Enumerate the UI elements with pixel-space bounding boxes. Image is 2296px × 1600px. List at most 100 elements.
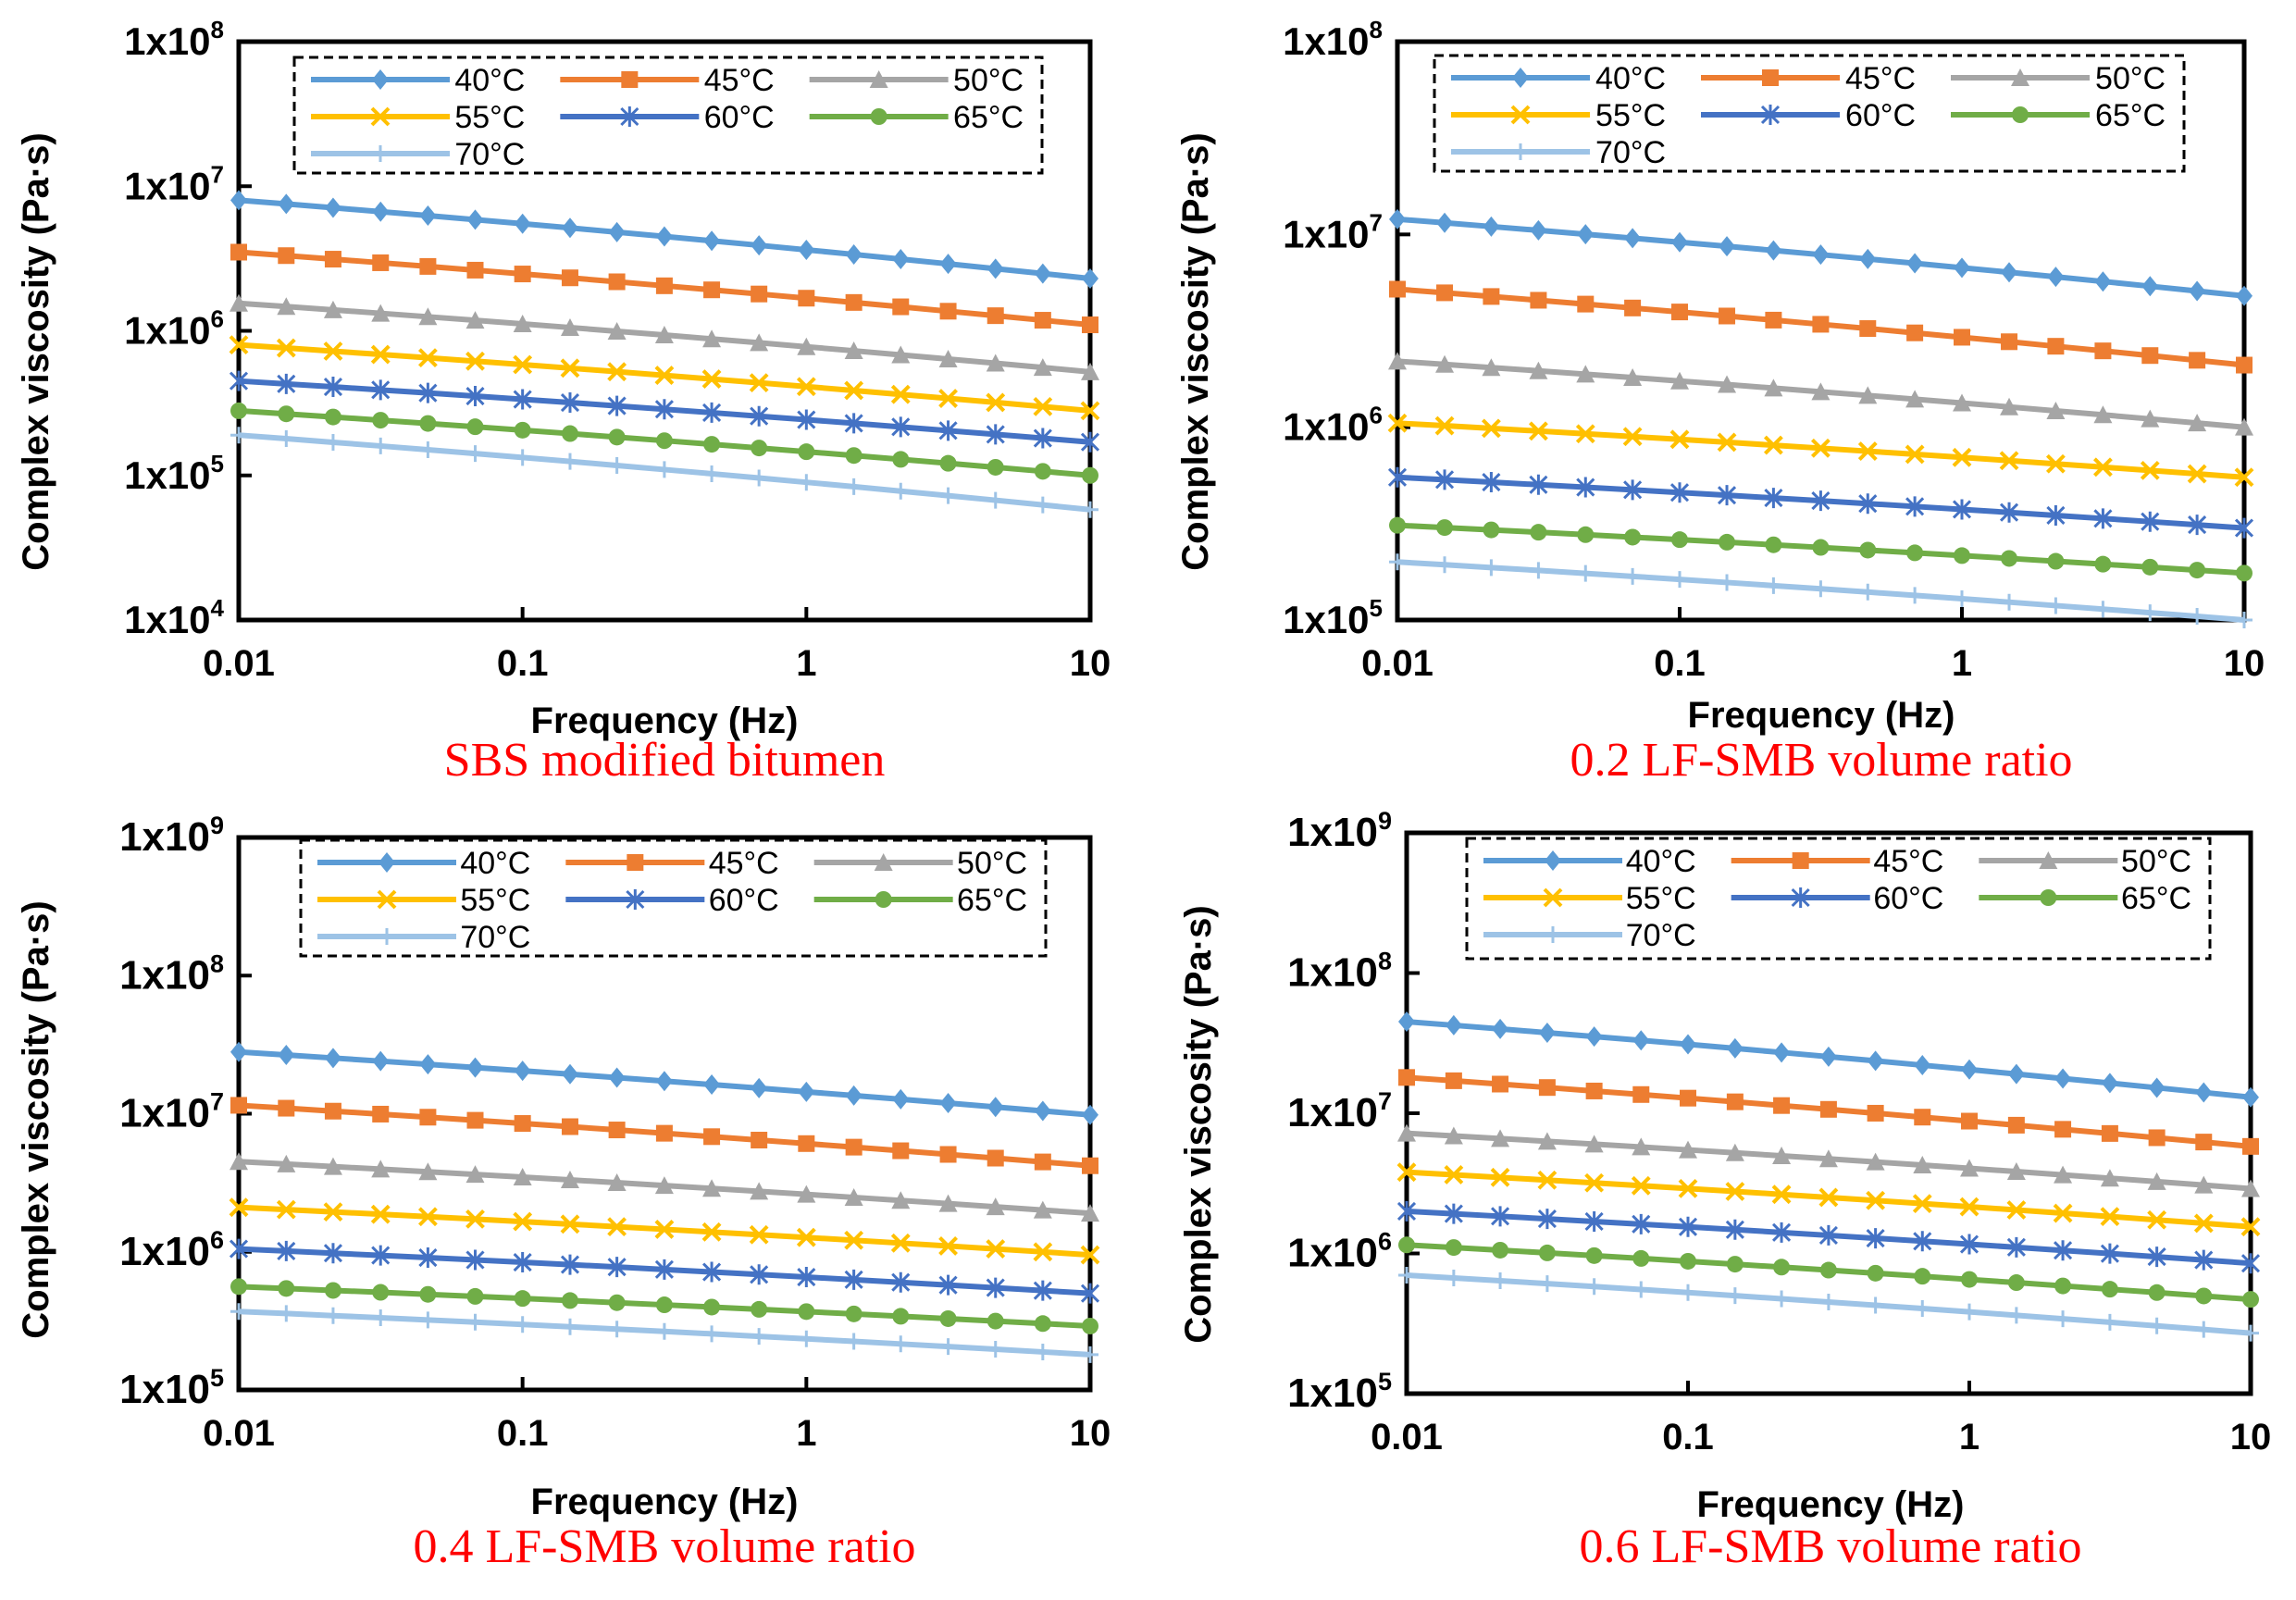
data-point xyxy=(514,1316,531,1333)
data-point xyxy=(2236,356,2253,374)
data-point xyxy=(1858,493,1878,515)
data-point xyxy=(1398,1069,1415,1086)
legend-swatch-marker xyxy=(874,853,893,871)
data-point xyxy=(1033,358,1052,377)
data-point xyxy=(1492,1241,1509,1259)
data-point xyxy=(654,1220,675,1239)
data-point xyxy=(229,1197,249,1218)
legend-label: 45°C xyxy=(1845,61,1916,96)
data-point xyxy=(371,379,391,401)
legend-swatch-marker xyxy=(1510,105,1531,125)
data-point xyxy=(2187,464,2207,484)
data-point xyxy=(797,337,816,355)
data-point xyxy=(987,491,1004,509)
data-point xyxy=(1436,556,1454,574)
data-point xyxy=(1396,1162,1417,1183)
data-point xyxy=(845,1085,863,1106)
data-point xyxy=(654,326,674,344)
data-point xyxy=(1436,212,1454,233)
data-point xyxy=(2242,1137,2259,1155)
data-point xyxy=(892,1335,910,1353)
data-point xyxy=(845,447,863,465)
legend-swatch-marker xyxy=(370,106,391,127)
y-tick-label: 1x108 xyxy=(119,949,224,998)
data-point xyxy=(654,1176,674,1195)
legend-label: 55°C xyxy=(460,883,530,918)
data-point xyxy=(1082,466,1098,484)
data-point xyxy=(513,1252,532,1273)
data-point xyxy=(324,433,341,451)
data-point xyxy=(1952,447,1972,467)
data-point xyxy=(560,392,580,414)
data-point xyxy=(703,465,721,482)
data-point xyxy=(2046,504,2066,526)
data-point xyxy=(1530,562,1547,579)
data-point xyxy=(1389,280,1406,298)
data-point xyxy=(1585,1026,1603,1048)
data-point xyxy=(514,1115,531,1133)
data-point xyxy=(2141,409,2160,428)
data-point xyxy=(2195,1287,2213,1305)
x-tick-label: 0.01 xyxy=(1371,1417,1443,1457)
legend-label: 45°C xyxy=(1873,844,1943,879)
data-point xyxy=(1034,1315,1051,1333)
data-point xyxy=(1584,1210,1604,1232)
chart-panel-1: 1x104 1x105 1x106 1x107 1x108 0.01 0.1 1 10 Frequ… xyxy=(16,16,1111,787)
series-45°C xyxy=(230,243,1098,334)
data-point xyxy=(230,427,247,444)
data-point xyxy=(561,425,578,442)
data-point xyxy=(2094,601,2112,618)
series-60°C xyxy=(229,1238,1100,1304)
data-point xyxy=(1444,1126,1463,1145)
data-point xyxy=(1866,1228,1885,1249)
data-point xyxy=(1905,496,1925,517)
data-point xyxy=(2148,1129,2166,1147)
data-point xyxy=(513,1168,532,1186)
data-point xyxy=(1445,1014,1462,1036)
data-point xyxy=(372,254,390,271)
data-point xyxy=(702,1261,722,1283)
data-point xyxy=(1537,1170,1558,1190)
data-point xyxy=(2093,405,2113,424)
x-axis-label: Frequency (Hz) xyxy=(1688,695,1955,736)
data-point xyxy=(844,380,864,401)
x-tick-label: 10 xyxy=(1070,1413,1111,1454)
data-point xyxy=(1719,533,1736,551)
data-point xyxy=(2094,271,2112,292)
data-point xyxy=(1859,248,1877,269)
data-point xyxy=(1624,228,1642,249)
data-point xyxy=(372,1105,390,1122)
data-point xyxy=(418,382,438,403)
series-40°C xyxy=(1398,1011,2259,1108)
data-point xyxy=(2194,1175,2214,1194)
data-point xyxy=(2141,558,2159,576)
data-point xyxy=(987,1341,1004,1358)
data-point xyxy=(1396,1200,1417,1222)
data-point xyxy=(465,311,485,329)
data-point xyxy=(230,1303,247,1321)
x-tick-label: 10 xyxy=(1070,643,1111,684)
data-point xyxy=(655,1322,673,1340)
data-point xyxy=(892,1088,910,1110)
data-point xyxy=(1080,1245,1100,1265)
legend-label: 40°C xyxy=(460,846,530,881)
series-70°C xyxy=(1398,1266,2259,1342)
data-point xyxy=(2242,1291,2259,1309)
x-tick-label: 0.01 xyxy=(1361,643,1433,684)
data-point xyxy=(655,432,673,450)
data-point xyxy=(2045,453,2066,474)
data-point xyxy=(229,1238,249,1259)
y-tick-label: 1x105 xyxy=(119,1364,224,1412)
data-point xyxy=(654,366,675,386)
x-tick-label: 0.01 xyxy=(203,1413,275,1454)
data-point xyxy=(1081,1204,1099,1222)
data-point xyxy=(1717,432,1737,453)
data-point xyxy=(986,1197,1005,1216)
data-point xyxy=(276,338,296,358)
data-point xyxy=(1082,1317,1098,1334)
data-point xyxy=(655,277,673,294)
x-tick-label: 0.1 xyxy=(1662,1417,1714,1457)
data-point xyxy=(2141,347,2159,365)
data-point xyxy=(230,1278,247,1296)
data-point xyxy=(278,193,295,215)
